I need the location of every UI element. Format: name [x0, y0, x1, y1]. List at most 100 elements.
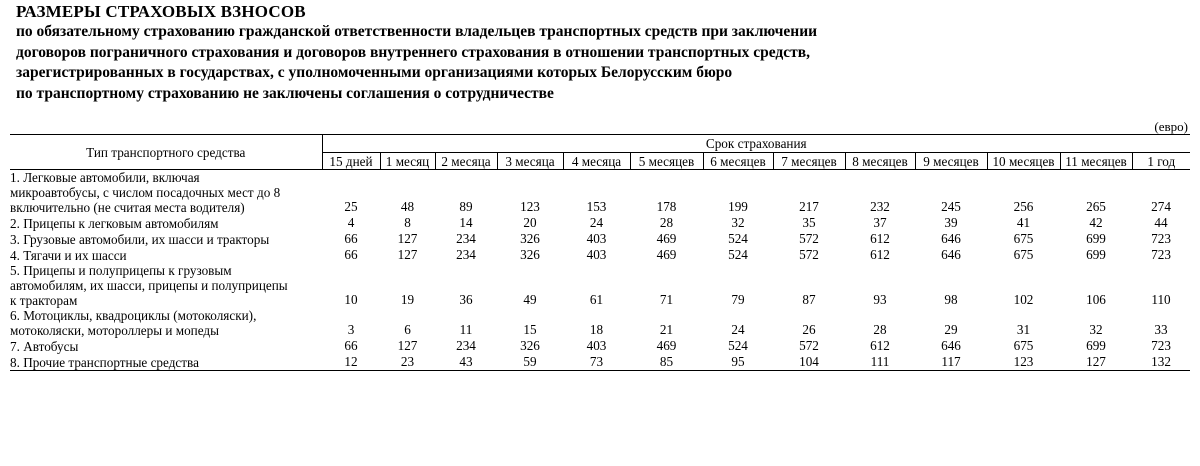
- premium-value-cell: 93: [873, 292, 887, 307]
- premium-value-cell: 127: [397, 247, 418, 262]
- period-column-header: 5 месяцев: [629, 152, 703, 170]
- subtitle-line: по транспортному страхованию не заключен…: [16, 84, 554, 102]
- premium-value-cell: 66: [344, 247, 358, 262]
- table-row: 5. Прицепы и полуприцепы к грузовым автом…: [10, 263, 1190, 308]
- period-column-header: 9 месяцев: [914, 152, 987, 170]
- premium-value-cell: 104: [773, 354, 845, 371]
- premium-value-cell: 35: [802, 215, 816, 230]
- period-column-header: 8 месяцев: [844, 152, 915, 170]
- premium-value-cell: 403: [586, 338, 607, 353]
- premium-value-cell: 132: [1132, 354, 1191, 371]
- vehicle-type-cell: 1. Легковые автомобили, включая микроавто…: [10, 170, 322, 215]
- premium-value-cell: 723: [1151, 338, 1171, 353]
- premium-value-cell: 524: [728, 231, 748, 246]
- premium-value-cell: 32: [1089, 322, 1103, 337]
- premium-value-cell: 3: [347, 322, 355, 337]
- period-column-header: 7 месяцев: [772, 152, 845, 170]
- period-header-row: 15 дней 1 месяц 2 месяца 3 месяца 4 месяца 5 …: [10, 152, 1191, 170]
- subtitle-line: зарегистрированных в государствах, с упо…: [16, 64, 733, 81]
- premium-value-cell: 42: [1089, 215, 1103, 230]
- period-column-header: 6 месяцев: [702, 152, 773, 170]
- premium-value-cell: 98: [944, 292, 958, 307]
- vehicle-type-line: 6. Мотоциклы, квадроциклы (мотоколяски),: [10, 308, 257, 323]
- premium-value-cell: 28: [873, 322, 887, 337]
- premium-value-cell: 31: [1016, 322, 1031, 337]
- premium-value-cell: 28: [659, 215, 674, 230]
- premium-value-cell: 87: [802, 292, 816, 307]
- premium-value-cell: 11: [459, 322, 473, 337]
- currency-unit-label: (евро): [1154, 119, 1188, 134]
- vehicle-type-line: 4. Тягачи и их шасси: [10, 248, 127, 263]
- premium-value-cell: 41: [1016, 215, 1031, 230]
- vehicle-type-line: 3. Грузовые автомобили, их шасси и тракт…: [10, 232, 270, 247]
- premium-value-cell: 14: [459, 215, 473, 230]
- premium-value-cell: 153: [586, 199, 607, 214]
- premium-value-cell: 33: [1154, 322, 1168, 337]
- premium-value-cell: 44: [1154, 215, 1168, 230]
- subtitle-line: договоров пограничного страхования и дог…: [16, 43, 810, 61]
- vehicle-type-cell: 8. Прочие транспортные средства: [10, 354, 322, 371]
- premium-value-cell: 37: [873, 215, 887, 230]
- premium-value-cell: 4: [347, 215, 355, 230]
- premium-value-cell: 59: [497, 354, 563, 371]
- premium-value-cell: 102: [1013, 292, 1034, 307]
- premium-value-cell: 524: [728, 247, 748, 262]
- premium-value-cell: 26: [802, 322, 816, 337]
- vehicle-type-cell: 5. Прицепы и полуприцепы к грузовым автом…: [10, 263, 322, 308]
- premium-value-cell: 326: [520, 247, 540, 262]
- premium-value-cell: 66: [344, 338, 358, 353]
- premium-value-cell: 326: [520, 231, 540, 246]
- premium-value-cell: 66: [344, 231, 358, 246]
- premium-value-cell: 110: [1151, 292, 1171, 307]
- premium-value-cell: 48: [400, 199, 415, 214]
- table-row: 7. Автобусы 66 127 234 326 403 469 524 572 612 646…: [10, 338, 1190, 354]
- premium-value-cell: 245: [941, 199, 961, 214]
- premium-value-cell: 217: [799, 199, 819, 214]
- premium-value-cell: 106: [1086, 292, 1106, 307]
- premium-value-cell: 265: [1086, 199, 1106, 214]
- period-column-header: 4 месяца: [562, 152, 630, 170]
- premium-value-cell: 646: [941, 338, 961, 353]
- premium-value-cell: 234: [456, 338, 476, 353]
- premium-value-cell: 21: [659, 322, 674, 337]
- document-subtitle: по обязательному страхованию гражданской…: [16, 22, 1016, 104]
- premium-value-cell: 675: [1013, 231, 1034, 246]
- premium-value-cell: 127: [1060, 354, 1132, 371]
- vehicle-type-line: включительно (не считая места водителя): [10, 200, 245, 215]
- table-row: 2. Прицепы к легковым автомобилям 4 8 14 20 2…: [10, 215, 1190, 231]
- premium-value-cell: 24: [731, 322, 745, 337]
- period-column-header: 1 год: [1131, 152, 1191, 170]
- table-body: 1. Легковые автомобили, включая микроавто…: [10, 170, 1191, 371]
- premium-value-cell: 612: [870, 247, 890, 262]
- premium-value-cell: 117: [915, 354, 987, 371]
- premium-value-cell: 111: [845, 354, 915, 371]
- vehicle-type-cell: 6. Мотоциклы, квадроциклы (мотоколяски),…: [10, 308, 322, 338]
- vehicle-type-line: микроавтобусы, с числом посадочных мест …: [10, 185, 281, 200]
- vehicle-type-line: 2. Прицепы к легковым автомобилям: [10, 216, 219, 231]
- premium-value-cell: 15: [523, 322, 537, 337]
- premium-value-cell: 61: [589, 292, 604, 307]
- vehicle-type-line: мотоколяски, мотороллеры и мопеды: [10, 323, 219, 338]
- vehicle-type-line: 8. Прочие транспортные средства: [10, 355, 199, 370]
- table-row: 4. Тягачи и их шасси 66 127 234 326 403 469 524…: [10, 247, 1190, 263]
- premium-value-cell: 572: [799, 231, 819, 246]
- premium-value-cell: 699: [1086, 247, 1106, 262]
- premium-value-cell: 10: [344, 292, 358, 307]
- premium-value-cell: 469: [656, 338, 677, 353]
- premium-value-cell: 85: [630, 354, 703, 371]
- premium-value-cell: 79: [731, 292, 745, 307]
- premium-value-cell: 723: [1151, 247, 1171, 262]
- vehicle-type-line: к тракторам: [10, 293, 78, 308]
- document-title: РАЗМЕРЫ СТРАХОВЫХ ВЗНОСОВ: [16, 2, 306, 21]
- premium-value-cell: 403: [586, 247, 607, 262]
- period-column-header: 10 месяцев: [986, 152, 1060, 170]
- insurance-premium-table: Тип транспортного средства Срок страхова…: [10, 134, 1191, 371]
- table-row: 1. Легковые автомобили, включая микроавто…: [10, 170, 1190, 215]
- premium-value-cell: 6: [404, 322, 411, 337]
- premium-value-cell: 49: [523, 292, 537, 307]
- premium-value-cell: 8: [404, 215, 411, 230]
- premium-value-cell: 572: [799, 338, 819, 353]
- premium-value-cell: 403: [586, 231, 607, 246]
- period-column-header: 15 дней: [321, 152, 380, 170]
